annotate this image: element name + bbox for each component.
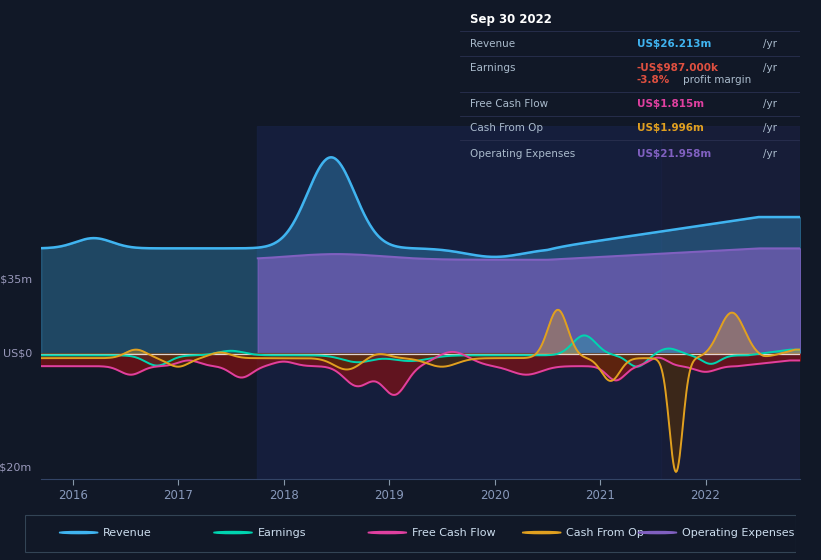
Text: Free Cash Flow: Free Cash Flow <box>470 99 548 109</box>
Text: Free Cash Flow: Free Cash Flow <box>412 528 496 538</box>
Text: US$21.958m: US$21.958m <box>637 149 711 159</box>
Text: /yr: /yr <box>763 39 777 49</box>
Text: -US$987.000k: -US$987.000k <box>637 63 719 73</box>
Text: /yr: /yr <box>763 123 777 133</box>
Text: Revenue: Revenue <box>103 528 152 538</box>
Text: /yr: /yr <box>763 63 777 73</box>
Circle shape <box>522 531 561 534</box>
Text: US$1.815m: US$1.815m <box>637 99 704 109</box>
Text: profit margin: profit margin <box>683 75 751 85</box>
Text: US$0: US$0 <box>2 349 32 358</box>
Bar <box>25 515 796 552</box>
Text: Revenue: Revenue <box>470 39 515 49</box>
Circle shape <box>638 531 677 534</box>
Bar <box>257 126 661 479</box>
Text: Cash From Op: Cash From Op <box>470 123 543 133</box>
Circle shape <box>213 531 252 534</box>
Text: /yr: /yr <box>763 149 777 159</box>
Text: Earnings: Earnings <box>258 528 306 538</box>
Text: -US$20m: -US$20m <box>0 463 32 473</box>
Circle shape <box>59 531 98 534</box>
Text: -3.8%: -3.8% <box>637 75 670 85</box>
Text: US$1.996m: US$1.996m <box>637 123 704 133</box>
Text: /yr: /yr <box>763 99 777 109</box>
Text: US$35m: US$35m <box>0 274 32 284</box>
Text: Operating Expenses: Operating Expenses <box>470 149 576 159</box>
Text: US$26.213m: US$26.213m <box>637 39 711 49</box>
Bar <box>661 126 800 479</box>
Text: Earnings: Earnings <box>470 63 516 73</box>
Text: Operating Expenses: Operating Expenses <box>682 528 795 538</box>
Circle shape <box>368 531 406 534</box>
Text: Sep 30 2022: Sep 30 2022 <box>470 13 552 26</box>
Text: Cash From Op: Cash From Op <box>566 528 644 538</box>
